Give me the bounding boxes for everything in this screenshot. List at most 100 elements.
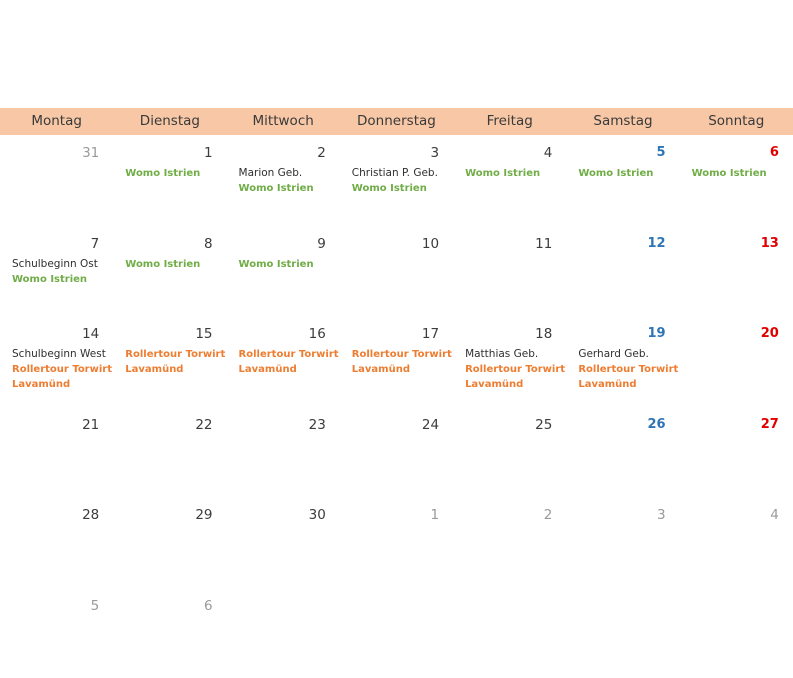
- day-cell[interactable]: 4 Womo Istrien: [453, 135, 566, 226]
- day-number: 6: [203, 597, 213, 614]
- day-cell[interactable]: 1 Womo Istrien: [113, 135, 226, 226]
- weekday-sunday: Sonntag: [708, 113, 765, 129]
- day-cell[interactable]: 2: [453, 497, 566, 588]
- calendar-event[interactable]: Womo Istrien: [125, 258, 201, 270]
- day-cell[interactable]: 6: [113, 588, 226, 678]
- day-cell[interactable]: 19 Gerhard Geb. Rollertour Torwirt Lavamünd: [566, 316, 679, 407]
- day-number: 1: [203, 145, 213, 161]
- calendar-event[interactable]: Womo Istrien: [691, 168, 767, 179]
- day-number: 10: [421, 235, 440, 252]
- day-cell[interactable]: 31: [0, 135, 113, 226]
- day-number: 14: [82, 326, 100, 342]
- day-number: 17: [421, 326, 440, 342]
- day-cell[interactable]: 15 Rollertour Torwirt Lavamünd: [113, 316, 226, 407]
- day-cell[interactable]: 29: [113, 497, 226, 588]
- day-cell[interactable]: 14 Schulbeginn West Rollertour Torwirt Lava…: [0, 316, 113, 407]
- day-cell[interactable]: 6 Womo Istrien: [680, 135, 793, 226]
- day-cell[interactable]: 30: [227, 497, 340, 588]
- day-cell[interactable]: 5: [0, 588, 113, 678]
- day-number: 18: [535, 326, 553, 342]
- day-cell[interactable]: 26: [566, 407, 679, 498]
- day-number: 12: [647, 235, 666, 251]
- day-number: 24: [421, 416, 440, 433]
- day-cell[interactable]: 22: [113, 407, 226, 498]
- day-cell[interactable]: 3 Christian P. Geb. Womo Istrien: [340, 135, 453, 226]
- event-list: Schulbeginn Ost Womo Istrien: [12, 257, 99, 287]
- calendar-week: 28 29 30 1 2 3 4: [0, 497, 793, 588]
- day-cell[interactable]: 28: [0, 497, 113, 588]
- day-cell[interactable]: 10: [340, 226, 453, 317]
- calendar-event[interactable]: Rollertour Torwirt: [125, 349, 226, 360]
- event-list: Christian P. Geb. Womo Istrien: [352, 166, 439, 196]
- calendar-event[interactable]: Schulbeginn West: [12, 348, 106, 360]
- day-number: 25: [535, 416, 553, 433]
- event-list: Womo Istrien: [465, 166, 552, 181]
- day-cell[interactable]: 25: [453, 407, 566, 498]
- calendar-event[interactable]: Womo Istrien: [238, 183, 314, 194]
- event-list: Womo Istrien: [125, 257, 212, 272]
- calendar-event[interactable]: Lavamünd: [578, 379, 637, 390]
- day-cell[interactable]: 13: [680, 226, 793, 317]
- day-cell[interactable]: 18 Matthias Geb. Rollertour Torwirt Lavamün…: [453, 316, 566, 407]
- day-number: 29: [195, 507, 213, 523]
- calendar-event[interactable]: Gerhard Geb.: [578, 348, 649, 360]
- day-number: 30: [308, 507, 326, 523]
- day-cell[interactable]: 4: [680, 497, 793, 588]
- calendar-event[interactable]: Lavamünd: [351, 364, 410, 375]
- day-cell[interactable]: 23: [227, 407, 340, 498]
- day-cell[interactable]: 9 Womo Istrien: [227, 226, 340, 317]
- day-number: 20: [760, 326, 779, 341]
- day-cell[interactable]: 7 Schulbeginn Ost Womo Istrien: [0, 226, 113, 317]
- calendar-week: 14 Schulbeginn West Rollertour Torwirt Lava…: [0, 316, 793, 407]
- calendar-week: 31 1 Womo Istrien 2 Marion Geb. Womo Istrien 3…: [0, 135, 793, 226]
- day-number: 11: [535, 235, 553, 252]
- day-number: 6: [769, 145, 779, 160]
- weekday-tuesday: Dienstag: [139, 113, 200, 129]
- weekday-monday: Montag: [31, 113, 82, 129]
- calendar-event[interactable]: Lavamünd: [12, 379, 71, 390]
- day-number: 2: [543, 507, 553, 523]
- day-cell[interactable]: 24: [340, 407, 453, 498]
- calendar-event[interactable]: Rollertour Torwirt: [351, 349, 452, 360]
- day-number: 23: [308, 416, 326, 433]
- calendar-week: 7 Schulbeginn Ost Womo Istrien 8 Womo Istrie…: [0, 226, 793, 317]
- calendar-event[interactable]: Marion Geb.: [238, 167, 303, 179]
- calendar-event[interactable]: Rollertour Torwirt: [12, 364, 112, 375]
- day-cell[interactable]: 16 Rollertour Torwirt Lavamünd: [227, 316, 340, 407]
- calendar-weeks: 31 1 Womo Istrien 2 Marion Geb. Womo Istrien 3…: [0, 135, 793, 678]
- calendar-event[interactable]: Womo Istrien: [12, 273, 88, 285]
- day-cell[interactable]: 11: [453, 226, 566, 317]
- calendar-event[interactable]: Womo Istrien: [578, 168, 654, 179]
- day-cell[interactable]: 2 Marion Geb. Womo Istrien: [227, 135, 340, 226]
- day-number: 22: [195, 416, 213, 433]
- calendar-event[interactable]: Schulbeginn Ost: [12, 257, 98, 270]
- calendar-event[interactable]: Lavamünd: [125, 364, 184, 375]
- weekday-saturday: Samstag: [593, 113, 653, 129]
- day-cell[interactable]: 21: [0, 407, 113, 498]
- day-number: 16: [308, 326, 326, 342]
- event-list: Womo Istrien: [692, 166, 779, 181]
- calendar-event[interactable]: Lavamünd: [238, 364, 297, 375]
- day-number: 5: [90, 597, 100, 614]
- day-cell[interactable]: 1: [340, 497, 453, 588]
- day-number: 21: [82, 416, 100, 433]
- day-cell[interactable]: 3: [566, 497, 679, 588]
- day-cell[interactable]: 27: [680, 407, 793, 498]
- calendar-event[interactable]: Rollertour Torwirt: [578, 364, 679, 375]
- calendar-event[interactable]: Rollertour Torwirt: [465, 364, 566, 375]
- day-cell[interactable]: 12: [566, 226, 679, 317]
- day-number: 27: [760, 416, 779, 432]
- calendar-event[interactable]: Christian P. Geb.: [351, 167, 438, 179]
- calendar-event[interactable]: Womo Istrien: [238, 258, 314, 270]
- day-cell[interactable]: 17 Rollertour Torwirt Lavamünd: [340, 316, 453, 407]
- day-number: 7: [90, 235, 100, 252]
- calendar-event[interactable]: Rollertour Torwirt: [238, 349, 339, 360]
- calendar-event[interactable]: Womo Istrien: [125, 168, 201, 179]
- calendar-event[interactable]: Matthias Geb.: [465, 348, 539, 360]
- day-cell[interactable]: 8 Womo Istrien: [113, 226, 226, 317]
- day-cell[interactable]: 20: [680, 316, 793, 407]
- calendar-event[interactable]: Womo Istrien: [351, 183, 427, 194]
- calendar-event[interactable]: Womo Istrien: [465, 168, 541, 179]
- day-cell[interactable]: 5 Womo Istrien: [566, 135, 679, 226]
- calendar-event[interactable]: Lavamünd: [465, 379, 524, 390]
